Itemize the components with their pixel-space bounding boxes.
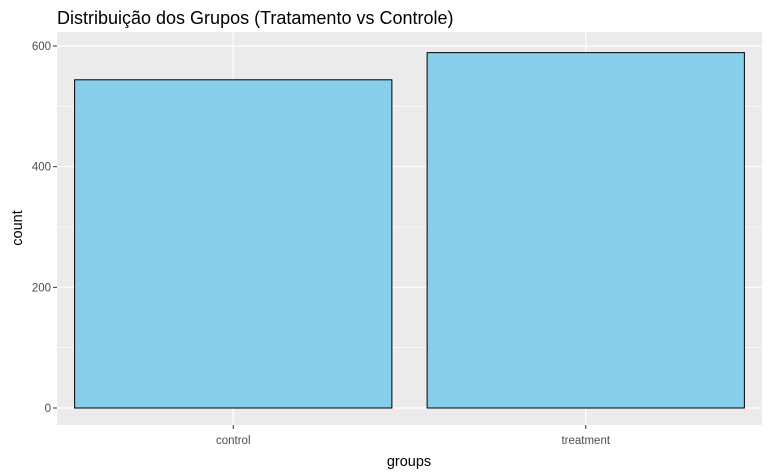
bar-control — [74, 79, 393, 409]
y-tick-label: 400 — [32, 162, 51, 174]
y-tick-label: 200 — [32, 282, 51, 294]
y-tick-label: 0 — [45, 403, 51, 415]
x-axis-title: groups — [387, 454, 431, 470]
chart-title: Distribuição dos Grupos (Tratamento vs C… — [57, 8, 453, 28]
y-axis-title: count — [10, 210, 26, 245]
bar-treatment — [426, 52, 745, 409]
y-axis: 0 200 400 600 — [32, 41, 57, 415]
x-tick-label: treatment — [561, 435, 610, 447]
x-tick-label: control — [216, 435, 251, 447]
x-axis: control treatment — [216, 425, 611, 447]
y-tick-label: 600 — [32, 41, 51, 53]
bars — [74, 52, 745, 409]
